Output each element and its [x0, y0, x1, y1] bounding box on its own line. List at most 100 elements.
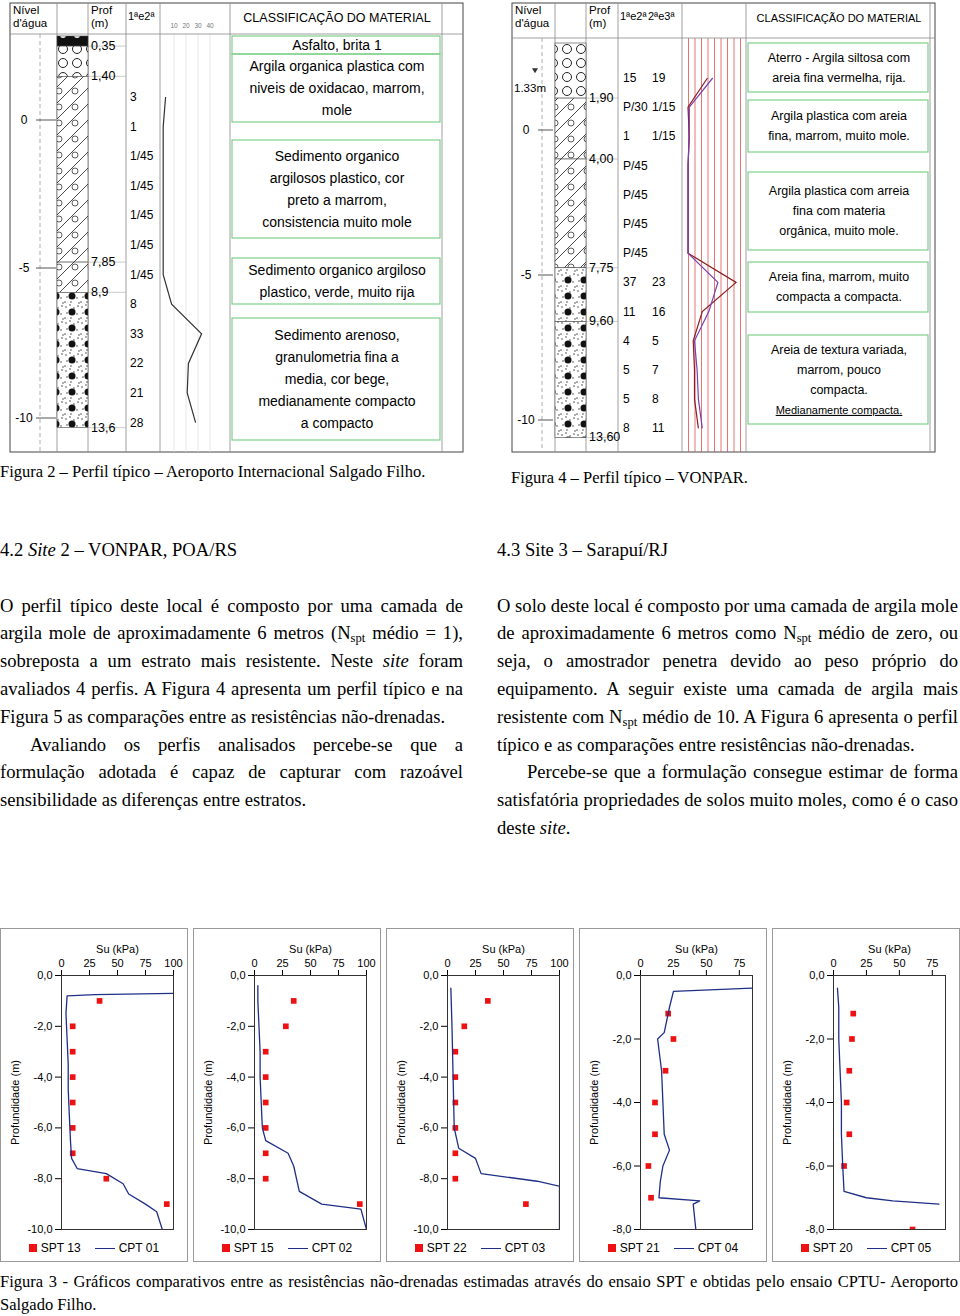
svg-text:0: 0: [523, 123, 530, 137]
svg-text:50: 50: [497, 957, 509, 969]
svg-text:22: 22: [130, 356, 144, 370]
svg-text:16: 16: [652, 305, 666, 319]
svg-text:75: 75: [139, 957, 151, 969]
svg-text:-6,0: -6,0: [227, 1121, 246, 1133]
svg-text:8,9: 8,9: [91, 285, 108, 299]
svg-text:1ªe2ª: 1ªe2ª: [620, 10, 647, 22]
svg-text:Argila plastica com areia: Argila plastica com areia: [771, 109, 907, 123]
svg-text:fina, marrom, muito mole.: fina, marrom, muito mole.: [768, 129, 910, 143]
svg-text:compacta a compacta.: compacta a compacta.: [776, 290, 902, 304]
svg-text:niveis de oxidacao, marrom,: niveis de oxidacao, marrom,: [249, 80, 424, 96]
svg-text:100: 100: [550, 957, 568, 969]
svg-text:0: 0: [444, 957, 450, 969]
svg-text:0,0: 0,0: [423, 969, 438, 981]
svg-text:media, cor bege,: media, cor bege,: [285, 371, 389, 387]
svg-text:21: 21: [130, 386, 144, 400]
svg-text:Aterro - Argila siltosa com: Aterro - Argila siltosa com: [768, 51, 910, 65]
svg-text:10: 10: [170, 22, 178, 29]
svg-text:d'água: d'água: [515, 17, 550, 29]
svg-text:Su (kPa): Su (kPa): [482, 943, 525, 955]
svg-text:(m): (m): [91, 17, 108, 29]
svg-text:100: 100: [357, 957, 375, 969]
svg-text:-10: -10: [517, 413, 535, 427]
svg-text:Profundidade (m): Profundidade (m): [588, 1060, 600, 1145]
svg-text:P/45: P/45: [623, 188, 648, 202]
svg-text:P/30: P/30: [623, 100, 648, 114]
svg-text:-2,0: -2,0: [806, 1033, 825, 1045]
svg-text:-5: -5: [521, 268, 532, 282]
svg-text:5: 5: [623, 392, 630, 406]
svg-text:marrom, pouco: marrom, pouco: [797, 363, 881, 377]
svg-text:-10,0: -10,0: [220, 1223, 245, 1235]
svg-text:-4,0: -4,0: [420, 1071, 439, 1083]
svg-text:100: 100: [164, 957, 182, 969]
svg-text:15: 15: [623, 71, 637, 85]
svg-text:-2,0: -2,0: [227, 1020, 246, 1032]
svg-text:1: 1: [623, 129, 630, 143]
svg-text:Sedimento organico argiloso: Sedimento organico argiloso: [248, 262, 426, 278]
svg-text:0: 0: [830, 957, 836, 969]
svg-text:1,90: 1,90: [589, 91, 613, 105]
svg-text:Prof: Prof: [589, 4, 611, 16]
svg-text:0: 0: [21, 113, 28, 127]
svg-text:0,0: 0,0: [230, 969, 245, 981]
svg-text:7,85: 7,85: [91, 255, 115, 269]
svg-text:mole: mole: [322, 102, 353, 118]
svg-text:8: 8: [623, 421, 630, 435]
svg-text:13,60: 13,60: [589, 430, 620, 444]
svg-text:-8,0: -8,0: [613, 1223, 632, 1235]
svg-text:areia fina vermelha, rija.: areia fina vermelha, rija.: [772, 71, 905, 85]
svg-text:37: 37: [623, 275, 637, 289]
svg-text:28: 28: [130, 416, 144, 430]
svg-text:fina com materia: fina com materia: [793, 204, 885, 218]
svg-text:1/45: 1/45: [130, 179, 154, 193]
svg-text:0,0: 0,0: [37, 969, 52, 981]
svg-text:0,0: 0,0: [809, 969, 824, 981]
svg-text:granulometria fina a: granulometria fina a: [275, 349, 399, 365]
svg-text:CLASSIFICAÇÃO DO MATERIAL: CLASSIFICAÇÃO DO MATERIAL: [243, 11, 430, 25]
svg-text:11: 11: [623, 305, 636, 319]
svg-text:CLASSIFICAÇÃO DO MATERIAL: CLASSIFICAÇÃO DO MATERIAL: [757, 12, 922, 24]
svg-text:23: 23: [652, 275, 666, 289]
svg-text:Medianamente compacta.: Medianamente compacta.: [776, 404, 903, 416]
svg-text:4,00: 4,00: [589, 152, 613, 166]
svg-text:medianamente compacto: medianamente compacto: [258, 393, 415, 409]
svg-text:25: 25: [83, 957, 95, 969]
svg-text:0,0: 0,0: [616, 969, 631, 981]
svg-text:-6,0: -6,0: [806, 1160, 825, 1172]
svg-text:Su (kPa): Su (kPa): [289, 943, 332, 955]
svg-text:13,6: 13,6: [91, 421, 115, 435]
svg-text:3: 3: [130, 90, 137, 104]
svg-text:0: 0: [251, 957, 257, 969]
svg-text:25: 25: [860, 957, 872, 969]
svg-text:-4,0: -4,0: [806, 1096, 825, 1108]
svg-text:-2,0: -2,0: [420, 1020, 439, 1032]
svg-text:-8,0: -8,0: [806, 1223, 825, 1235]
svg-text:-10: -10: [15, 411, 33, 425]
svg-text:4: 4: [623, 334, 630, 348]
svg-text:Su (kPa): Su (kPa): [675, 943, 718, 955]
svg-text:20: 20: [182, 22, 190, 29]
svg-text:7,75: 7,75: [589, 261, 613, 275]
svg-text:P/45: P/45: [623, 246, 648, 260]
svg-text:8: 8: [130, 297, 137, 311]
svg-text:d'água: d'água: [13, 17, 48, 29]
svg-text:1/15: 1/15: [652, 129, 676, 143]
svg-text:1/15: 1/15: [652, 100, 676, 114]
svg-text:75: 75: [332, 957, 344, 969]
svg-text:1/45: 1/45: [130, 149, 154, 163]
svg-text:5: 5: [623, 363, 630, 377]
svg-text:30: 30: [194, 22, 202, 29]
svg-text:-5: -5: [19, 261, 30, 275]
svg-text:-2,0: -2,0: [34, 1020, 53, 1032]
svg-text:-8,0: -8,0: [420, 1172, 439, 1184]
svg-text:-10,0: -10,0: [413, 1223, 438, 1235]
svg-text:Argila organica plastica com: Argila organica plastica com: [249, 58, 424, 74]
svg-text:Argila plastica com arreia: Argila plastica com arreia: [769, 184, 909, 198]
svg-text:-6,0: -6,0: [613, 1160, 632, 1172]
svg-text:1.33m: 1.33m: [514, 82, 546, 94]
svg-text:Profundidade (m): Profundidade (m): [395, 1060, 407, 1145]
svg-text:Sedimento arenoso,: Sedimento arenoso,: [274, 327, 399, 343]
svg-text:1,40: 1,40: [91, 69, 115, 83]
svg-text:-10,0: -10,0: [27, 1223, 52, 1235]
